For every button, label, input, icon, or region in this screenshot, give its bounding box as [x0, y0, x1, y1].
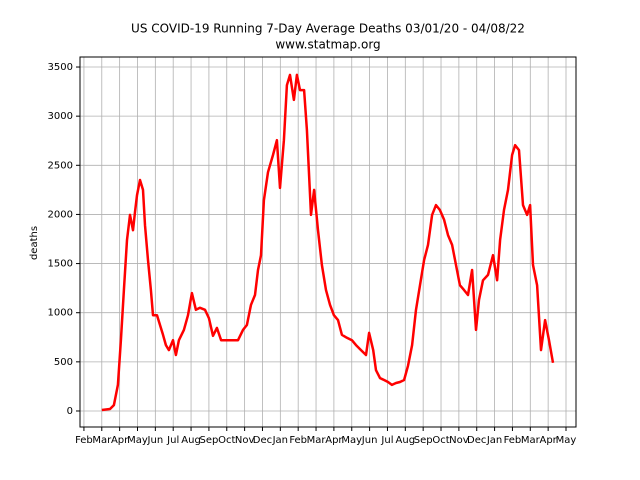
x-tick-label: Apr: [111, 435, 129, 446]
x-tick-label: Oct: [218, 435, 235, 446]
x-tick-label: Jan: [272, 435, 288, 446]
x-tick-label: Dec: [467, 435, 486, 446]
x-tick-label: Nov: [235, 435, 255, 446]
x-tick-label: Sep: [414, 435, 433, 446]
y-tick-label: 3500: [48, 62, 73, 73]
x-tick-label: Apr: [539, 435, 557, 446]
x-tick-label: Feb: [504, 435, 522, 446]
y-tick-label: 2000: [48, 209, 73, 220]
y-tick-label: 3000: [48, 111, 73, 122]
y-tick-label: 0: [67, 406, 73, 417]
x-tick-label: Sep: [199, 435, 218, 446]
x-tick-label: Aug: [181, 435, 201, 446]
x-tick-label: Nov: [449, 435, 469, 446]
x-tick-label: Mar: [92, 435, 112, 446]
x-tick-label: May: [556, 435, 577, 446]
x-tick-label: Jul: [166, 435, 179, 446]
x-tick-label: Oct: [432, 435, 449, 446]
y-tick-label: 500: [54, 357, 73, 368]
x-tick-label: Apr: [325, 435, 343, 446]
x-tick-label: Mar: [521, 435, 541, 446]
chart-subtitle: www.statmap.org: [275, 38, 380, 52]
x-tick-label: Jun: [361, 435, 378, 446]
x-tick-label: Feb: [289, 435, 307, 446]
x-tick-label: Feb: [75, 435, 93, 446]
y-tick-label: 1000: [48, 308, 73, 319]
x-tick-label: Jul: [380, 435, 393, 446]
x-tick-label: Mar: [307, 435, 327, 446]
x-tick-label: Dec: [253, 435, 272, 446]
x-tick-label: Jan: [486, 435, 502, 446]
y-tick-label: 1500: [48, 259, 73, 270]
x-tick-label: Aug: [396, 435, 416, 446]
y-axis-label: deaths: [29, 226, 40, 260]
plot-frame: [79, 56, 577, 428]
x-tick-label: May: [341, 435, 362, 446]
y-tick-label: 2500: [48, 160, 73, 171]
x-tick-label: May: [127, 435, 148, 446]
chart-title: US COVID-19 Running 7-Day Average Deaths…: [131, 22, 525, 36]
x-tick-label: Jun: [147, 435, 164, 446]
data-line: [101, 73, 555, 412]
